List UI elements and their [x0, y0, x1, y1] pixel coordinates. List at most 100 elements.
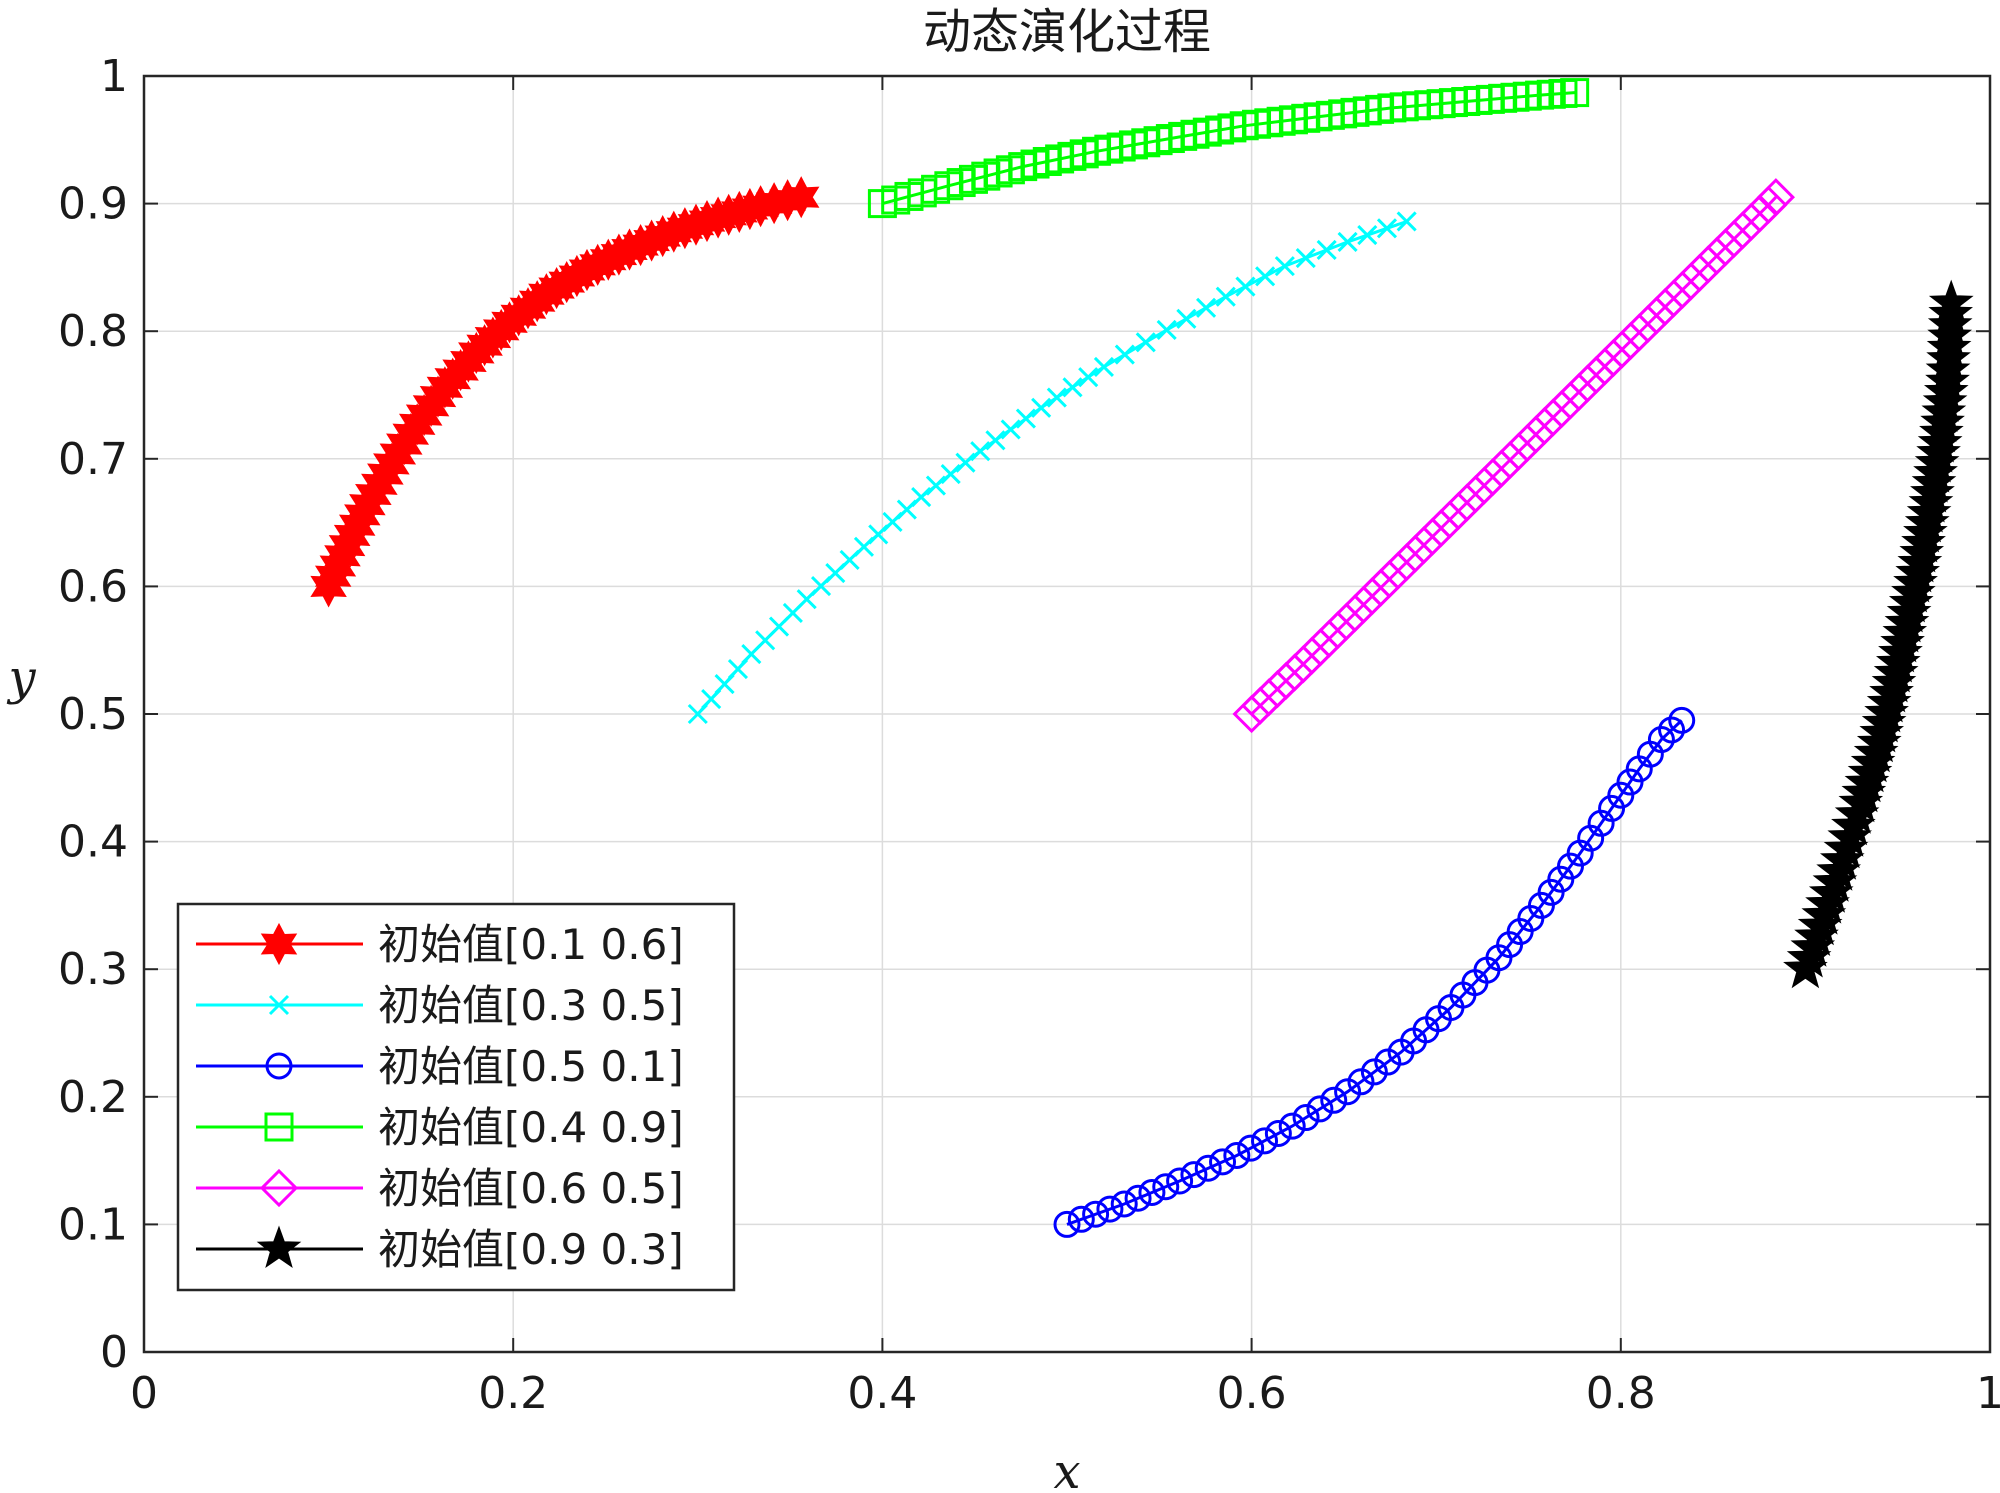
x-tick-label: 0.6	[1217, 1368, 1287, 1419]
legend-label: 初始值[0.1 0.6]	[378, 920, 684, 969]
y-tick-label: 0.6	[58, 561, 128, 612]
data-point	[1374, 1048, 1402, 1076]
legend: 初始值[0.1 0.6] 初始值[0.3 0.5] 初始值[0.5 0.1] 初始值[…	[176, 902, 736, 1292]
legend-item: 初始值[0.5 0.1]	[196, 1042, 684, 1091]
data-point	[1152, 1173, 1180, 1201]
tick-labels: 0 0.2 0.4 0.6 0.8 1 0 0.1 0.2 0.3 0.4 0.5 0.6 0.7 0.8 0…	[58, 51, 2000, 1419]
y-tick-label: 0.4	[58, 817, 128, 868]
series-markers	[867, 78, 1590, 219]
y-tick-label: 0.1	[58, 1199, 128, 1250]
data-point	[1078, 367, 1099, 388]
data-point	[925, 475, 946, 496]
data-point	[1138, 1179, 1166, 1206]
series-line	[327, 195, 802, 588]
y-tick-label: 1	[100, 51, 128, 102]
series-1	[310, 176, 820, 608]
x-axis-label: x	[1053, 1444, 1080, 1493]
data-point	[1053, 1210, 1081, 1238]
data-point	[1337, 231, 1358, 252]
series-6	[1783, 279, 1974, 989]
data-point	[1096, 1195, 1124, 1223]
data-point	[1196, 297, 1217, 318]
data-point	[1274, 256, 1295, 277]
data-point	[1194, 1154, 1222, 1182]
y-tick-label: 0.9	[58, 179, 128, 230]
data-point	[1360, 1058, 1388, 1086]
data-point	[1306, 1095, 1334, 1123]
data-point	[955, 452, 976, 473]
series-layer	[310, 78, 1974, 1238]
data-point	[1114, 344, 1135, 365]
data-point	[1215, 286, 1236, 307]
data-point	[1334, 1078, 1362, 1106]
data-point	[1647, 726, 1675, 754]
data-point	[1357, 225, 1378, 246]
y-tick-label: 0.2	[58, 1072, 128, 1123]
data-point	[1347, 1068, 1375, 1096]
data-point	[1251, 1127, 1279, 1155]
series-markers	[1783, 279, 1974, 989]
data-point	[1166, 1167, 1194, 1195]
series-4	[867, 78, 1590, 219]
series-2	[687, 211, 1417, 725]
y-tick-label: 0.7	[58, 434, 128, 485]
x-tick-label: 0	[130, 1368, 158, 1419]
legend-label: 初始值[0.6 0.5]	[378, 1164, 684, 1213]
data-point	[1135, 332, 1156, 353]
chart-title: 动态演化过程	[923, 4, 1211, 60]
legend-marker	[256, 1225, 302, 1268]
data-point	[1658, 716, 1686, 744]
data-point	[1295, 247, 1316, 269]
data-point	[1376, 218, 1398, 239]
data-point	[1560, 78, 1590, 108]
legend-marker	[259, 1168, 299, 1208]
data-point	[1749, 185, 1788, 224]
data-point	[1062, 377, 1083, 398]
data-point	[1316, 239, 1337, 261]
data-point	[1255, 266, 1276, 287]
legend-box	[176, 902, 736, 1292]
legend-marker	[265, 1052, 293, 1080]
data-point	[1235, 276, 1256, 297]
legend-item: 初始值[0.6 0.5]	[196, 1164, 684, 1213]
data-point	[1015, 408, 1036, 429]
legend-marker	[260, 922, 298, 966]
x-tick-label: 0.4	[847, 1368, 917, 1419]
data-point	[1320, 1086, 1348, 1114]
data-point	[1209, 1148, 1237, 1176]
data-point	[911, 487, 932, 508]
x-tick-label: 0.2	[478, 1368, 548, 1419]
legend-label: 初始值[0.9 0.3]	[378, 1225, 684, 1274]
data-point	[1668, 706, 1696, 734]
data-point	[1292, 1104, 1320, 1132]
x-tick-label: 1	[1976, 1368, 2000, 1419]
data-point	[1124, 1184, 1152, 1212]
data-point	[1093, 356, 1114, 377]
legend-item: 初始值[0.3 0.5]	[196, 981, 684, 1030]
data-point	[1046, 387, 1067, 408]
data-point	[1223, 1141, 1251, 1169]
series-markers	[687, 211, 1417, 725]
x-tick-label: 0.8	[1586, 1368, 1656, 1419]
tick-marks	[143, 75, 1991, 1353]
data-point	[1264, 1119, 1292, 1147]
data-point	[1756, 178, 1795, 217]
series-5	[1232, 178, 1795, 734]
series-line	[696, 220, 1408, 715]
legend-label: 初始值[0.5 0.1]	[378, 1042, 684, 1091]
legend-item: 初始值[0.1 0.6]	[196, 920, 684, 969]
legend-marker	[264, 1112, 294, 1142]
data-point	[1396, 211, 1417, 232]
data-point	[985, 430, 1006, 451]
data-point	[1031, 397, 1052, 418]
data-point	[1000, 419, 1021, 440]
y-tick-label: 0	[100, 1327, 128, 1378]
data-point	[940, 464, 961, 485]
series-markers	[1053, 706, 1696, 1238]
series-line	[1250, 196, 1777, 716]
legend-label: 初始值[0.4 0.9]	[378, 1103, 684, 1152]
data-point	[782, 176, 820, 219]
series-markers	[1232, 178, 1795, 734]
series-markers	[310, 176, 820, 608]
